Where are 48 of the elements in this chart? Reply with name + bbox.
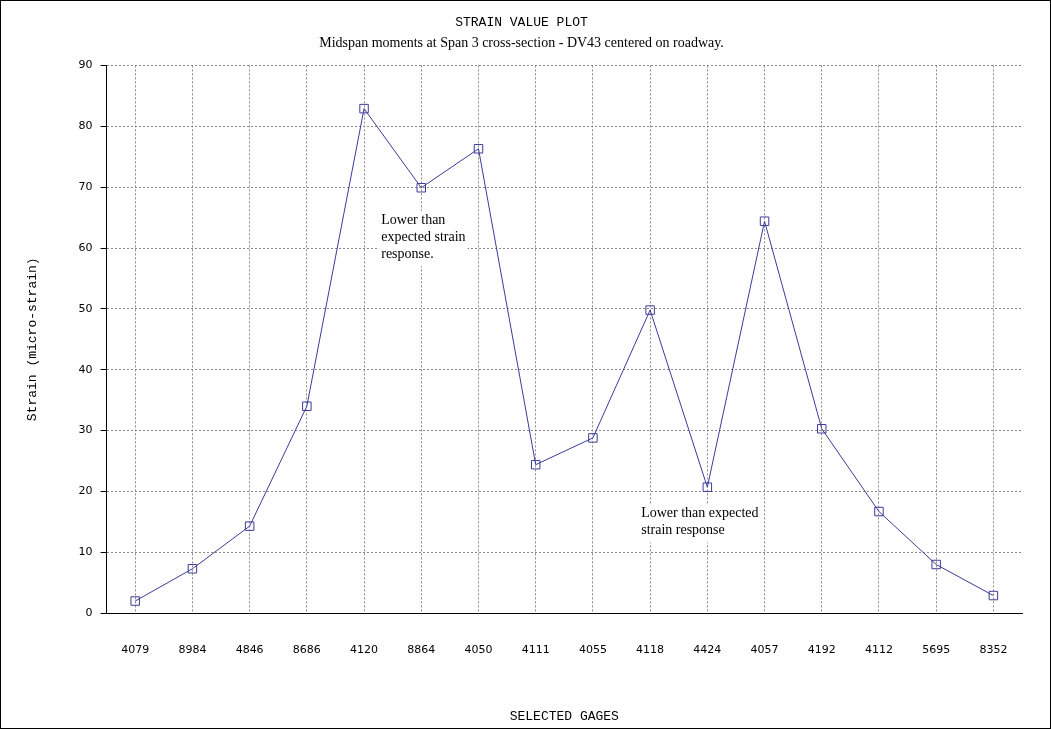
y-tick-label: 50 <box>78 301 93 315</box>
x-tick-label: 4079 <box>121 642 150 656</box>
point <box>931 559 941 570</box>
x-tick-label: 8352 <box>979 642 1008 656</box>
y-tick-label: 80 <box>78 119 93 133</box>
point <box>874 506 884 517</box>
y-axis-title: Strain (micro-strain) <box>25 257 41 422</box>
point <box>759 216 770 226</box>
y-tick-label: 70 <box>78 179 93 193</box>
point <box>645 305 655 315</box>
point <box>244 521 255 531</box>
point <box>187 564 198 574</box>
x-tick-label: 4055 <box>578 642 607 656</box>
annotation: Lower than expected strain response <box>641 505 759 538</box>
x-tick-label: 8864 <box>407 642 436 656</box>
annotation: Lower than expected strain response. <box>381 211 466 261</box>
y-tick-label: 40 <box>78 362 93 376</box>
point <box>530 459 541 470</box>
x-tick-label: 4424 <box>693 642 722 656</box>
x-axis-title: SELECTED GAGES <box>509 708 620 724</box>
point <box>359 103 369 114</box>
y-tick-label: 0 <box>85 606 93 620</box>
x-tick-label: 4050 <box>464 642 493 656</box>
x-tick-label: 4846 <box>235 642 264 656</box>
x-tick-label: 8984 <box>178 642 207 656</box>
y-tick-label: 90 <box>78 58 93 72</box>
point <box>302 401 312 411</box>
point <box>588 433 598 443</box>
y-tick-label: 10 <box>78 545 93 559</box>
chart-subtitle: Midspan moments at Span 3 cross-section - DV43 centered on roadway. <box>319 34 724 50</box>
point <box>817 424 827 434</box>
x-tick-label: 4120 <box>350 642 379 656</box>
point <box>473 144 484 154</box>
y-tick-label: 30 <box>78 423 93 437</box>
point <box>130 596 140 606</box>
x-tick-label: 4112 <box>864 642 893 656</box>
point <box>416 183 427 193</box>
x-tick-label: 8686 <box>292 642 321 656</box>
x-tick-label: 4057 <box>750 642 779 656</box>
x-tick-label: 5695 <box>922 642 951 656</box>
point <box>988 590 999 601</box>
x-tick-label: 4111 <box>521 642 550 656</box>
y-tick-label: 60 <box>78 240 93 254</box>
y-tick-label: 20 <box>78 484 93 498</box>
x-tick-label: 4118 <box>636 642 665 656</box>
x-tick-label: 4192 <box>807 642 836 656</box>
chart-title: STRAIN VALUE PLOT <box>455 15 589 31</box>
point <box>702 482 713 492</box>
